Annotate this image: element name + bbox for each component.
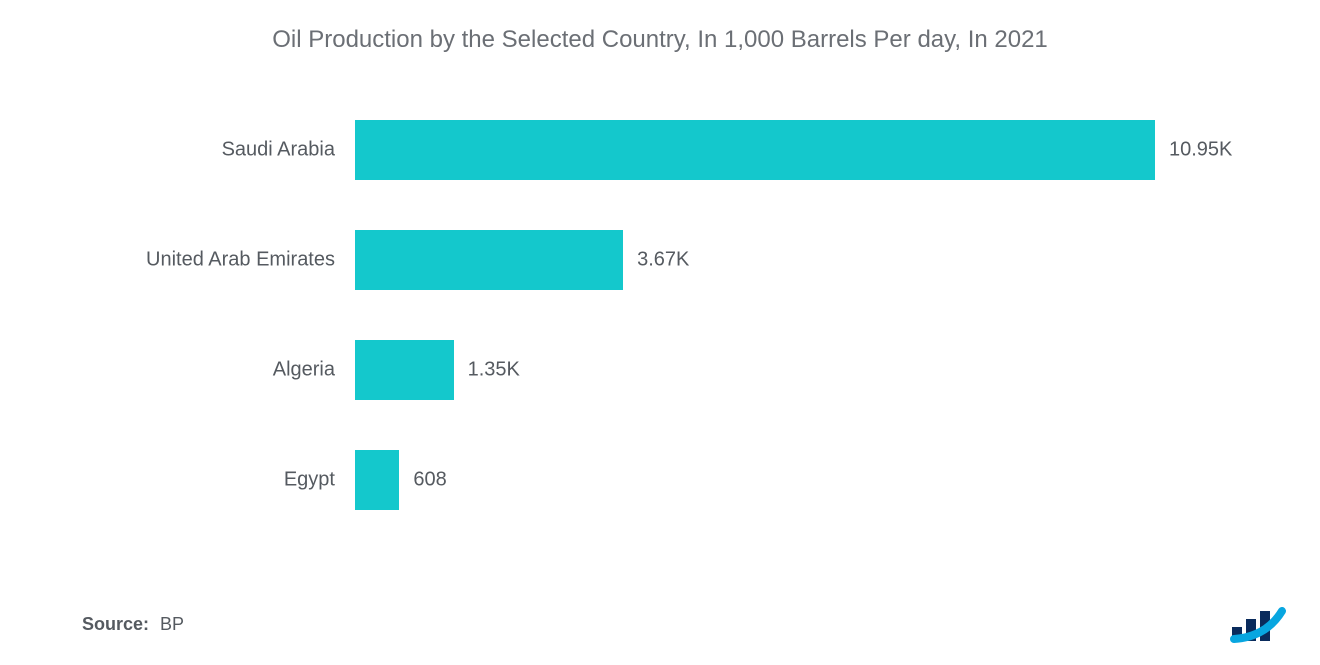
- chart-title: Oil Production by the Selected Country, …: [0, 26, 1320, 54]
- plot-area: Saudi Arabia10.95K United Arab Emirates3.…: [355, 120, 1155, 570]
- category-label: Saudi Arabia: [222, 139, 335, 162]
- chart-container: Oil Production by the Selected Country, …: [0, 0, 1320, 665]
- bar: [355, 340, 454, 400]
- value-label: 608: [413, 469, 446, 492]
- bar-row: Saudi Arabia10.95K: [355, 120, 1155, 180]
- source-label: Source:: [82, 614, 149, 634]
- bar-row: United Arab Emirates3.67K: [355, 230, 1155, 290]
- source-line: Source: BP: [82, 614, 184, 635]
- category-label: Egypt: [284, 469, 335, 492]
- bar: [355, 230, 623, 290]
- bar: [355, 120, 1155, 180]
- category-label: United Arab Emirates: [146, 249, 335, 272]
- bar-row: Egypt608: [355, 450, 1155, 510]
- value-label: 3.67K: [637, 249, 689, 272]
- bar: [355, 450, 399, 510]
- value-label: 1.35K: [468, 359, 520, 382]
- bar-row: Algeria1.35K: [355, 340, 1155, 400]
- brand-logo-icon: [1230, 607, 1288, 643]
- source-value: BP: [160, 614, 184, 634]
- category-label: Algeria: [273, 359, 335, 382]
- value-label: 10.95K: [1169, 139, 1232, 162]
